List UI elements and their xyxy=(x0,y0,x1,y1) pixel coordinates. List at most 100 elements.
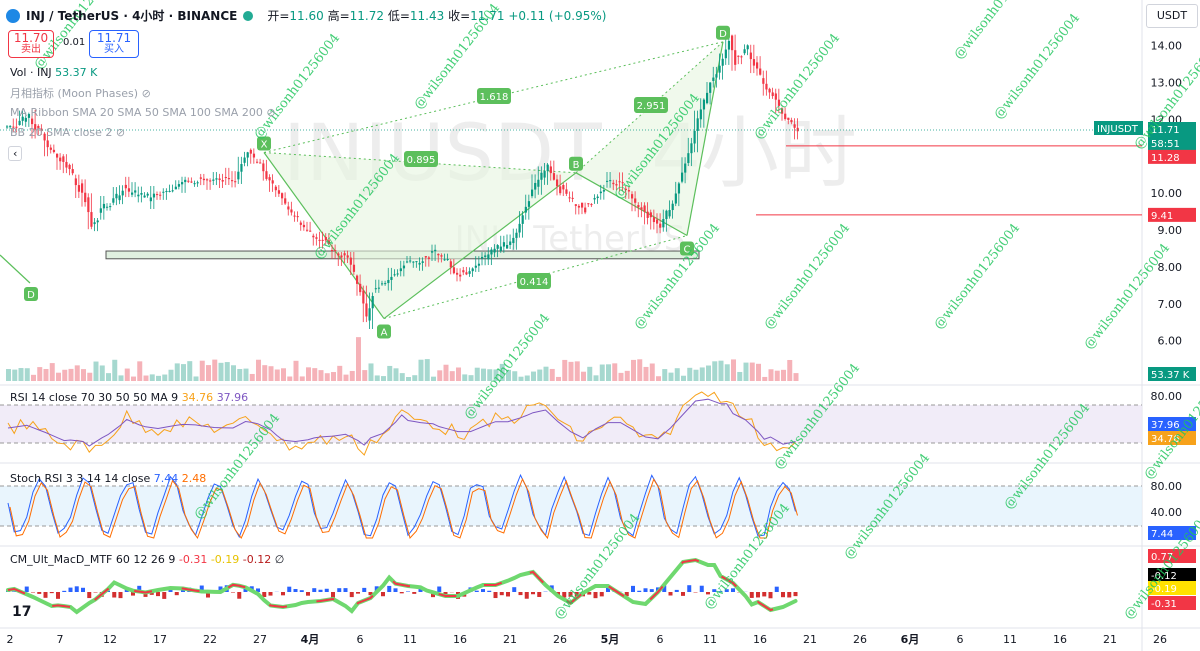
price-marker-level: 11.28 xyxy=(1151,153,1180,164)
volume-bar xyxy=(749,362,755,381)
candle xyxy=(640,207,643,210)
volume-bar xyxy=(49,363,55,381)
symbol-title[interactable]: INJ / TetherUS · 4小时 · BINANCE xyxy=(26,9,238,23)
volume-bar xyxy=(687,367,693,381)
candle xyxy=(527,201,531,207)
candle xyxy=(459,274,462,277)
x-tick-label: 6 xyxy=(657,633,664,646)
eye-hidden-icon: ⊘ xyxy=(266,106,276,119)
candle xyxy=(9,126,12,128)
candle xyxy=(677,183,681,194)
volume-bar xyxy=(431,376,436,381)
candle xyxy=(796,127,799,132)
candle xyxy=(49,147,52,150)
volume-bar xyxy=(268,366,274,381)
candle xyxy=(390,276,393,280)
x-tick-label: 6 xyxy=(357,633,364,646)
candle xyxy=(596,196,599,199)
candle xyxy=(187,180,190,182)
volume-bar xyxy=(706,365,711,381)
rsi-legend[interactable]: RSI 14 close 70 30 50 50 MA 9 34.76 37.9… xyxy=(10,391,249,404)
candle xyxy=(359,283,362,293)
macd-histogram-bar xyxy=(499,592,504,596)
macd-histogram-bar xyxy=(662,585,667,592)
volume-bar xyxy=(362,370,368,381)
candle xyxy=(227,178,231,180)
volume-bar xyxy=(624,370,630,381)
candle xyxy=(362,290,365,304)
pattern-prev-leg xyxy=(0,254,31,284)
candle xyxy=(31,118,34,125)
macd-histogram-bar xyxy=(206,592,210,598)
macd-histogram-bar xyxy=(418,587,423,592)
macd-histogram-bar xyxy=(631,585,635,592)
ma-ribbon-legend[interactable]: MA Ribbon SMA 20 SMA 50 SMA 100 SMA 200 … xyxy=(10,106,276,119)
candle xyxy=(771,92,774,97)
candle xyxy=(327,240,331,244)
macd-histogram-bar xyxy=(287,586,292,592)
macd-legend[interactable]: CM_Ult_MacD_MTF 60 12 26 9 -0.31 -0.19 -… xyxy=(10,553,285,566)
volume-bar xyxy=(224,362,230,381)
pattern-ratio-label: 1.618 xyxy=(480,92,509,103)
candle xyxy=(268,177,271,181)
volume-bar xyxy=(156,375,161,381)
macd-histogram-bar xyxy=(587,592,592,595)
stoch-band xyxy=(0,486,1142,526)
volume-marker-bg xyxy=(1148,367,1196,381)
candle xyxy=(284,198,287,204)
sell-button[interactable]: 11.70 卖出 xyxy=(8,30,54,58)
moon-phases-legend[interactable]: 月相指标 (Moon Phases) ⊘ xyxy=(10,87,151,100)
candle xyxy=(399,268,402,272)
volume-bar xyxy=(537,369,543,381)
candle xyxy=(774,93,777,100)
candle xyxy=(424,256,427,258)
candle xyxy=(140,193,143,195)
candle xyxy=(437,253,440,256)
candle xyxy=(556,179,559,187)
macd-value-marker: -0.19 xyxy=(1151,584,1177,595)
candle xyxy=(574,204,577,206)
x-tick-label: 6 xyxy=(957,633,964,646)
candle xyxy=(177,184,181,187)
volume-bar xyxy=(743,362,749,381)
macd-histogram-bar xyxy=(112,592,117,598)
collapse-legend-button[interactable]: ‹ xyxy=(8,146,23,161)
macd-histogram-bar xyxy=(687,585,692,592)
x-tick-label: 11 xyxy=(703,633,717,646)
volume-legend[interactable]: Vol · INJ 53.37 K xyxy=(10,66,98,79)
volume-bar xyxy=(474,367,480,381)
volume-bar xyxy=(43,368,49,381)
volume-bar xyxy=(437,370,443,381)
macd-histogram-bar xyxy=(487,590,492,592)
macd-histogram-bar xyxy=(524,592,529,599)
currency-button[interactable]: USDT xyxy=(1146,4,1198,28)
candle xyxy=(209,180,212,182)
stoch-rsi-legend[interactable]: Stoch RSI 3 3 14 14 close 7.44 2.48 xyxy=(10,472,207,485)
candle xyxy=(318,239,321,241)
candle xyxy=(718,65,721,73)
watermark-tag: @wilsonh01256004 xyxy=(551,511,643,623)
candle xyxy=(124,184,127,189)
candle xyxy=(449,261,452,268)
bb-legend[interactable]: BB 20 SMA close 2 ⊘ xyxy=(10,126,126,139)
pattern-ratio-badge xyxy=(477,88,511,104)
x-tick-label: 16 xyxy=(1053,633,1067,646)
macd-histogram-bar xyxy=(781,592,785,598)
volume-bar xyxy=(737,371,743,381)
macd-histogram-bar xyxy=(668,592,673,596)
volume-bar xyxy=(593,375,599,381)
macd-histogram-bar xyxy=(62,590,67,592)
buy-button[interactable]: 11.71 买入 xyxy=(89,30,139,58)
volume-bar xyxy=(287,376,293,381)
volume-bar xyxy=(756,363,761,381)
candle xyxy=(540,172,543,180)
macd-histogram-bar xyxy=(762,592,767,597)
candle xyxy=(393,274,396,276)
candle xyxy=(99,208,102,213)
macd-histogram-bar xyxy=(406,591,410,592)
volume-bar xyxy=(637,359,643,381)
candle xyxy=(474,265,477,268)
volume-bar xyxy=(249,373,255,381)
candle xyxy=(15,126,18,128)
